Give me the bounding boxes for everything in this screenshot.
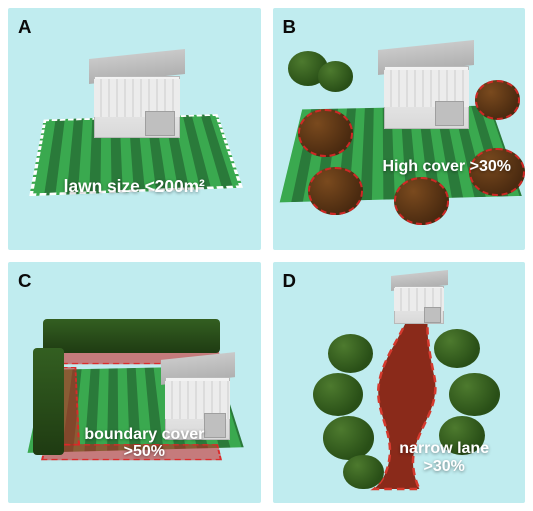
hedge xyxy=(33,348,63,454)
panel-caption: narrow lane >30% xyxy=(389,440,500,475)
tree xyxy=(343,455,383,490)
panel-c: Cboundary cover >50% xyxy=(8,262,261,504)
hedge xyxy=(43,319,220,353)
panel-b: B High cover >30% xyxy=(273,8,526,250)
house xyxy=(384,66,470,129)
hazard-tree xyxy=(308,167,364,215)
scene xyxy=(8,8,261,250)
tree xyxy=(318,61,353,91)
hazard-tree xyxy=(475,80,520,119)
house-garage xyxy=(435,101,464,126)
tree xyxy=(313,373,364,416)
panel-a: Alawn size <200m² xyxy=(8,8,261,250)
panel-caption: boundary cover >50% xyxy=(79,426,210,461)
panel-letter: B xyxy=(283,16,296,38)
tree xyxy=(434,329,479,368)
house-garage xyxy=(424,307,441,322)
panel-caption: lawn size <200m² xyxy=(53,177,215,196)
tree xyxy=(449,373,500,416)
panel-letter: C xyxy=(18,270,31,292)
hazard-tree xyxy=(394,177,450,225)
scene xyxy=(273,8,526,250)
panel-d: Dnarrow lane >30% xyxy=(273,262,526,504)
scene xyxy=(8,262,261,504)
panel-letter: A xyxy=(18,16,31,38)
panel-caption: High cover >30% xyxy=(379,158,515,176)
panel-letter: D xyxy=(283,270,296,292)
tree xyxy=(323,416,374,459)
house-garage xyxy=(145,111,174,136)
house xyxy=(394,286,445,325)
infographic-grid: Alawn size <200m² B High cover >30% Cbounda… xyxy=(0,0,533,511)
house xyxy=(94,76,180,139)
